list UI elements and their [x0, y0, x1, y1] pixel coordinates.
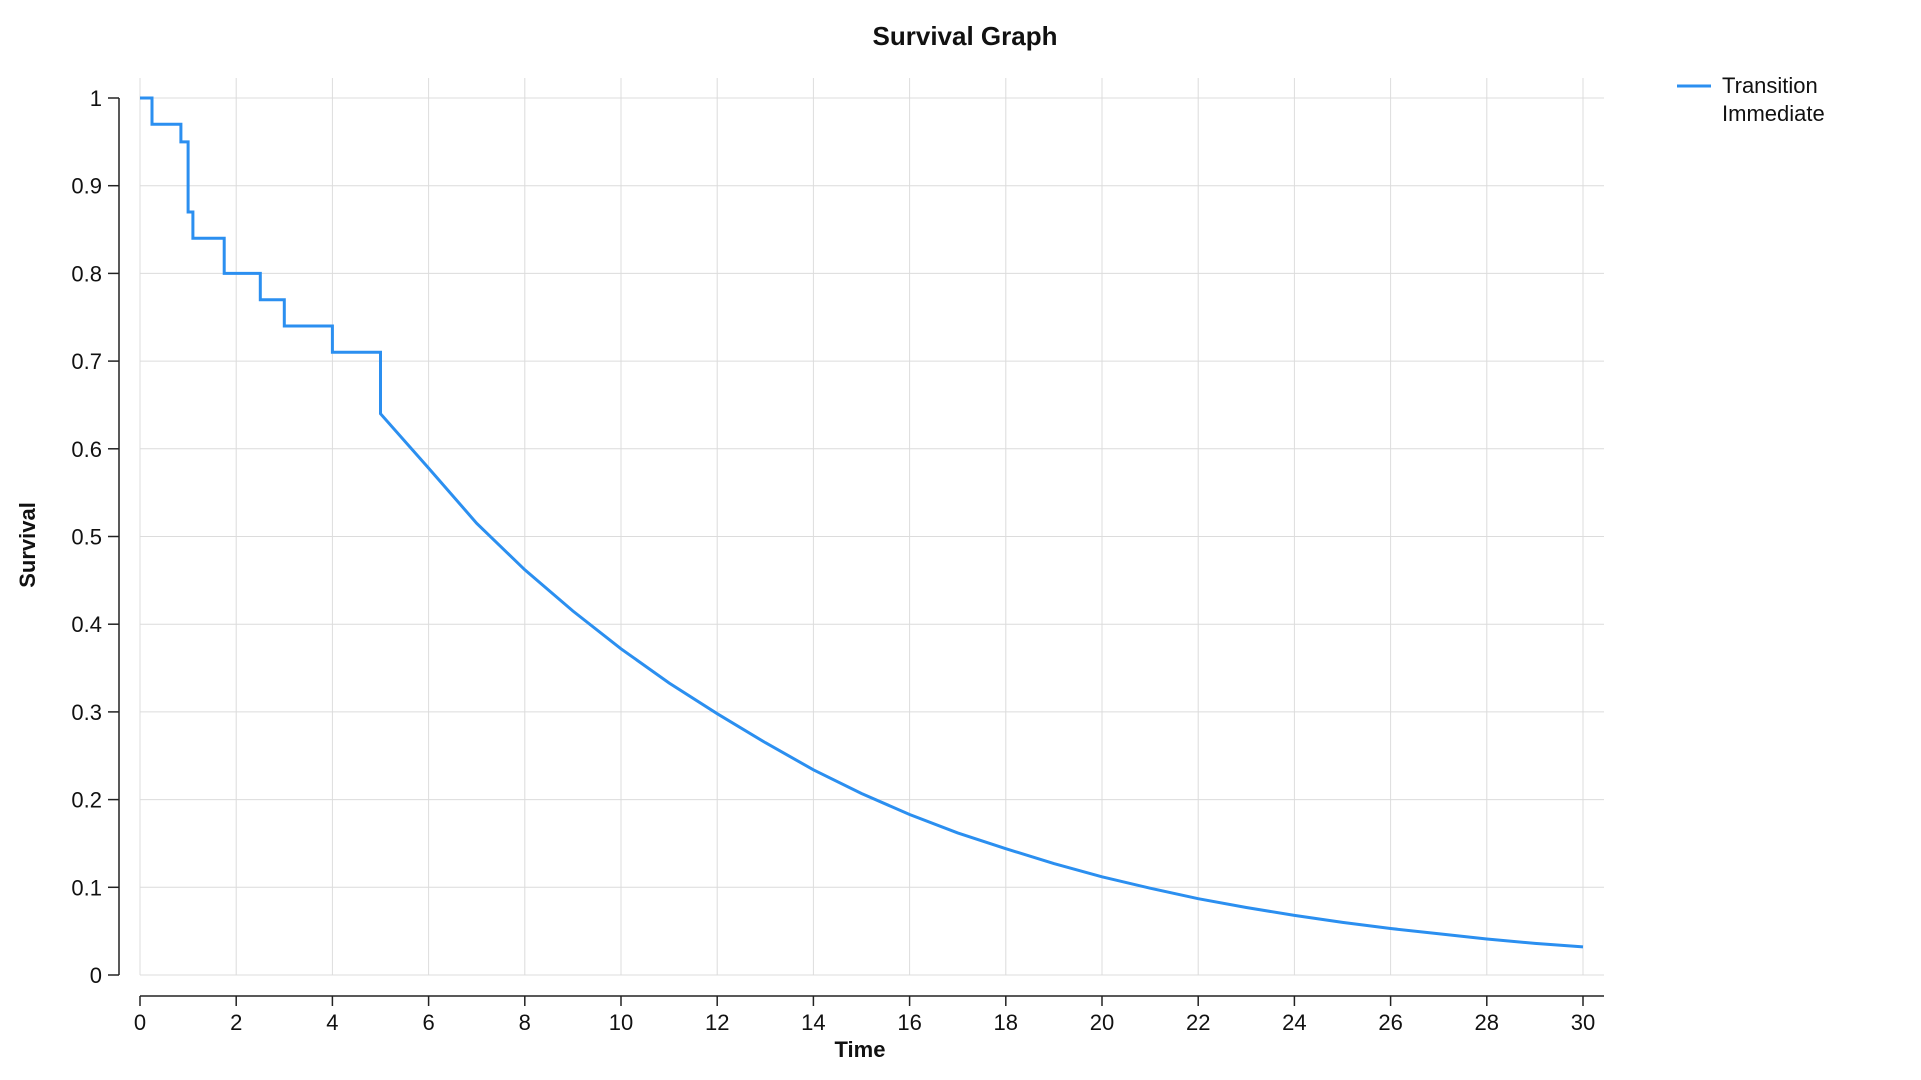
x-tick-label: 0: [134, 1010, 146, 1035]
legend-label: Transition: [1722, 73, 1818, 98]
x-tick-label: 28: [1475, 1010, 1499, 1035]
y-tick-label: 1: [90, 86, 102, 111]
series-line-transition-immediate: [140, 96, 1584, 949]
x-tick-label: 16: [897, 1010, 921, 1035]
x-tick-label: 26: [1378, 1010, 1402, 1035]
x-tick-label: 8: [519, 1010, 531, 1035]
x-tick-label: 22: [1186, 1010, 1210, 1035]
chart-title: Survival Graph: [873, 21, 1058, 51]
x-tick-label: 24: [1282, 1010, 1306, 1035]
y-tick-label: 0.8: [71, 261, 102, 286]
x-axis-title: Time: [835, 1037, 886, 1062]
y-tick-label: 0.4: [71, 612, 102, 637]
x-tick-label: 14: [801, 1010, 825, 1035]
y-tick-label: 0: [90, 963, 102, 988]
y-axis-title: Survival: [15, 502, 40, 588]
x-tick-label: 6: [422, 1010, 434, 1035]
y-tick-label: 0.2: [71, 788, 102, 813]
x-tick-label: 12: [705, 1010, 729, 1035]
y-tick-label: 0.6: [71, 437, 102, 462]
grid: [139, 78, 1604, 976]
y-tick-label: 0.5: [71, 525, 102, 550]
y-tick-label: 0.7: [71, 349, 102, 374]
legend: Transition Immediate: [1677, 73, 1825, 126]
x-tick-label: 10: [609, 1010, 633, 1035]
x-tick-label: 2: [230, 1010, 242, 1035]
y-tick-label: 0.9: [71, 174, 102, 199]
y-tick-label: 0.1: [71, 875, 102, 900]
series-layer: [140, 96, 1584, 949]
x-tick-label: 30: [1571, 1010, 1595, 1035]
axes: 00.10.20.30.40.50.60.70.80.910 2 4 6 8 10 12 14…: [71, 86, 1604, 1035]
legend-label: Immediate: [1722, 101, 1825, 126]
y-tick-label: 0.3: [71, 700, 102, 725]
x-tick-label: 18: [994, 1010, 1018, 1035]
x-tick-label: 4: [326, 1010, 338, 1035]
x-tick-label: 20: [1090, 1010, 1114, 1035]
